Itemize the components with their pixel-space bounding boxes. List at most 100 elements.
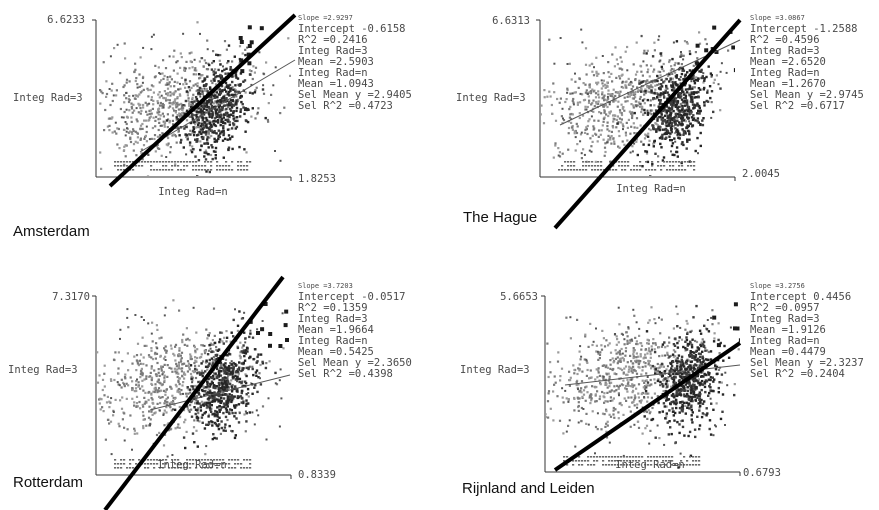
data-point [584,386,587,389]
data-point [226,377,229,380]
data-point [600,129,603,132]
data-point [248,411,251,414]
data-point [527,94,529,96]
data-point [689,112,692,115]
data-point [195,99,198,102]
data-point [674,71,677,74]
data-point [82,113,84,115]
data-point [152,91,155,94]
data-point [665,105,669,108]
data-point [705,358,708,361]
data-point [696,380,700,383]
data-point [573,409,576,412]
data-point [620,103,623,106]
data-point [207,459,210,461]
data-point [626,139,629,142]
data-point [665,109,668,112]
data-point [706,100,710,103]
data-point [703,86,706,90]
data-point [696,374,699,378]
data-point [628,82,631,85]
data-point [249,161,252,163]
data-point [684,120,688,123]
data-point [700,68,703,72]
data-point [91,121,93,123]
data-point [632,93,635,97]
data-point [579,92,582,95]
data-point [232,117,235,120]
data-point [97,351,99,354]
data-point [660,65,663,69]
data-point [632,353,635,356]
data-point [620,121,623,124]
data-point [594,378,597,381]
data-point [678,111,681,114]
data-point [620,60,623,63]
data-point [570,112,573,116]
data-point [622,86,625,89]
data-point [714,50,719,54]
data-point [157,93,160,96]
data-point [226,128,230,131]
data-point [616,362,619,365]
stat-label: Sel Mean y = [750,89,826,101]
data-point [701,75,704,78]
data-point [173,397,176,400]
data-point [650,396,653,399]
data-point [162,120,165,123]
data-point [594,96,598,99]
stat-value: -1.2588 [813,23,857,35]
data-point [229,340,232,343]
data-point [612,361,615,364]
data-point [200,344,203,347]
data-point [693,169,696,171]
data-point [137,111,140,114]
data-point [643,137,647,140]
data-point [132,459,135,461]
data-point [262,72,265,75]
data-point [582,165,585,167]
data-point [210,99,213,102]
data-point [216,414,219,417]
data-point [235,404,238,407]
data-point [557,147,560,150]
data-point [217,357,220,360]
data-point [605,422,608,425]
data-point [232,318,235,322]
data-point [687,124,690,128]
data-point [151,413,154,416]
stat-label: Integ Rad=3 [298,313,368,325]
data-point [185,125,188,129]
data-point [170,102,173,105]
data-point [648,360,651,363]
data-point [679,95,683,98]
data-point [119,72,122,75]
data-point [639,360,642,363]
data-point [227,105,230,109]
data-point [654,343,657,346]
data-point [133,404,136,407]
data-point [682,119,685,122]
data-point [120,386,123,389]
data-point [125,382,128,385]
data-point [234,127,237,130]
data-point [186,463,189,465]
data-point [196,89,199,92]
data-point [620,383,623,386]
data-point [191,370,194,373]
data-point [270,93,273,96]
data-point [124,144,127,147]
data-point [689,95,693,99]
data-point [159,135,162,138]
data-point [613,416,616,419]
data-point [690,165,693,167]
data-point [142,144,146,147]
stat-label: Sel R^2 = [750,100,807,112]
data-point [109,378,113,381]
data-point [626,100,629,103]
data-point [654,128,658,131]
data-point [116,127,119,130]
data-point [635,361,638,364]
data-point [239,341,242,344]
data-point [224,429,227,432]
